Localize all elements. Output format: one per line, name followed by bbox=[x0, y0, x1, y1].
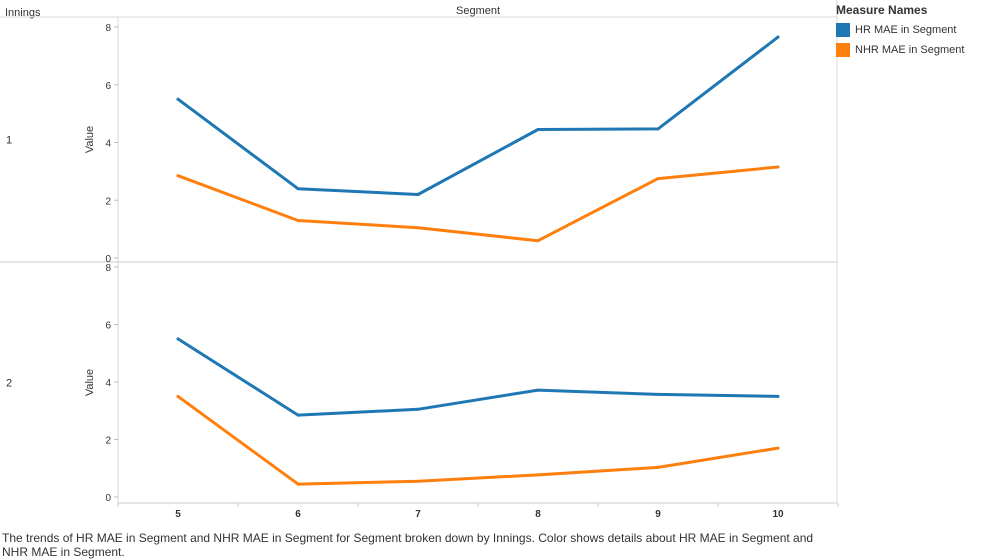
data-point bbox=[656, 465, 660, 469]
row-field-header: Innings bbox=[5, 7, 41, 19]
data-point bbox=[416, 193, 420, 196]
row-label: 1 bbox=[6, 135, 12, 147]
data-point bbox=[416, 479, 420, 483]
legend-item-hr[interactable]: HR MAE in Segment bbox=[836, 20, 986, 40]
data-point bbox=[776, 35, 780, 39]
x-tick-label: 8 bbox=[535, 509, 541, 520]
series-line bbox=[176, 394, 780, 486]
y-tick-label: 6 bbox=[105, 321, 111, 332]
data-point bbox=[416, 407, 420, 411]
data-point bbox=[656, 127, 660, 131]
data-point bbox=[776, 165, 780, 169]
y-tick-label: 8 bbox=[105, 263, 111, 274]
data-point bbox=[176, 174, 180, 178]
y-axis-title: Value bbox=[84, 369, 96, 396]
series-line bbox=[176, 165, 780, 243]
legend-swatch-nhr bbox=[836, 43, 850, 57]
data-point bbox=[536, 388, 540, 392]
data-point bbox=[416, 226, 420, 230]
data-point bbox=[176, 394, 180, 398]
y-axis-title: Value bbox=[84, 126, 96, 153]
series-line bbox=[176, 35, 780, 196]
y-tick-label: 0 bbox=[105, 493, 111, 504]
y-tick-label: 2 bbox=[105, 436, 111, 447]
y-tick-label: 8 bbox=[105, 23, 111, 34]
data-point bbox=[656, 177, 660, 181]
legend-title: Measure Names bbox=[836, 3, 928, 17]
y-tick-label: 4 bbox=[105, 378, 111, 389]
data-point bbox=[296, 413, 300, 417]
legend-label-hr: HR MAE in Segment bbox=[855, 24, 957, 36]
data-point bbox=[776, 394, 780, 398]
x-tick-label: 5 bbox=[175, 509, 181, 520]
data-point bbox=[656, 392, 660, 396]
data-point bbox=[536, 128, 540, 131]
x-tick-label: 10 bbox=[772, 509, 784, 520]
legend-item-nhr[interactable]: NHR MAE in Segment bbox=[836, 40, 986, 60]
data-point bbox=[296, 219, 300, 222]
y-tick-label: 6 bbox=[105, 81, 111, 92]
y-tick-label: 4 bbox=[105, 139, 111, 150]
data-point bbox=[296, 482, 300, 486]
x-tick-label: 6 bbox=[295, 509, 301, 520]
x-tick-label: 7 bbox=[415, 509, 421, 520]
legend: Measure Names HR MAE in Segment NHR MAE … bbox=[836, 3, 986, 60]
legend-swatch-hr bbox=[836, 23, 850, 37]
data-point bbox=[296, 187, 300, 191]
y-tick-label: 0 bbox=[105, 254, 111, 265]
data-point bbox=[176, 97, 180, 101]
y-tick-label: 2 bbox=[105, 196, 111, 207]
legend-label-nhr: NHR MAE in Segment bbox=[855, 44, 965, 56]
series-line bbox=[176, 337, 780, 417]
data-point bbox=[536, 473, 540, 477]
data-point bbox=[776, 446, 780, 450]
data-point bbox=[176, 337, 180, 341]
column-field-header: Segment bbox=[456, 5, 501, 17]
row-label: 2 bbox=[6, 378, 12, 390]
x-tick-label: 9 bbox=[655, 509, 661, 520]
data-point bbox=[536, 239, 540, 243]
chart-caption: The trends of HR MAE in Segment and NHR … bbox=[2, 531, 814, 559]
